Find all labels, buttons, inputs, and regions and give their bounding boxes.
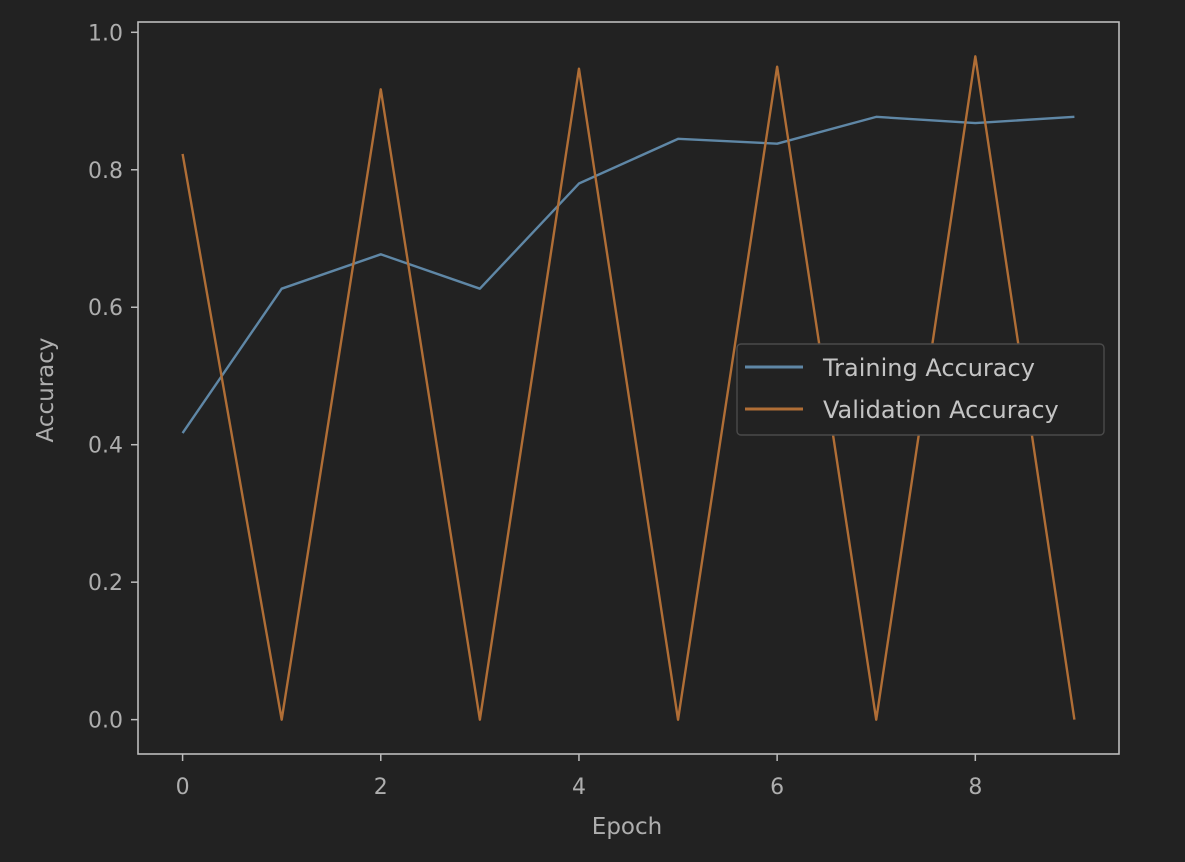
x-tick-label: 8 [968,775,982,800]
y-tick-label: 0.0 [88,709,123,734]
legend: Training Accuracy Validation Accuracy [736,343,1105,436]
legend-label-training: Training Accuracy [822,354,1035,382]
y-tick-label: 0.4 [88,434,123,459]
y-tick-label: 1.0 [88,21,123,46]
x-tick-label: 4 [572,775,586,800]
x-tick-label: 0 [176,775,190,800]
x-tick-label: 6 [770,775,784,800]
series-line-training [181,115,1075,434]
y-tick-label: 0.8 [88,159,123,184]
y-tick-label: 0.2 [88,571,123,596]
y-axis-label: Accuracy [33,337,59,442]
legend-frame [736,343,1105,436]
y-axis-ticks: 0.0 0.2 0.4 0.6 0.8 1.0 [88,21,138,734]
legend-label-validation: Validation Accuracy [823,396,1059,424]
y-tick-label: 0.6 [88,296,123,321]
x-tick-label: 2 [374,775,388,800]
x-axis-label: Epoch [592,814,662,840]
x-axis-ticks: 0 2 4 6 8 [176,754,982,800]
